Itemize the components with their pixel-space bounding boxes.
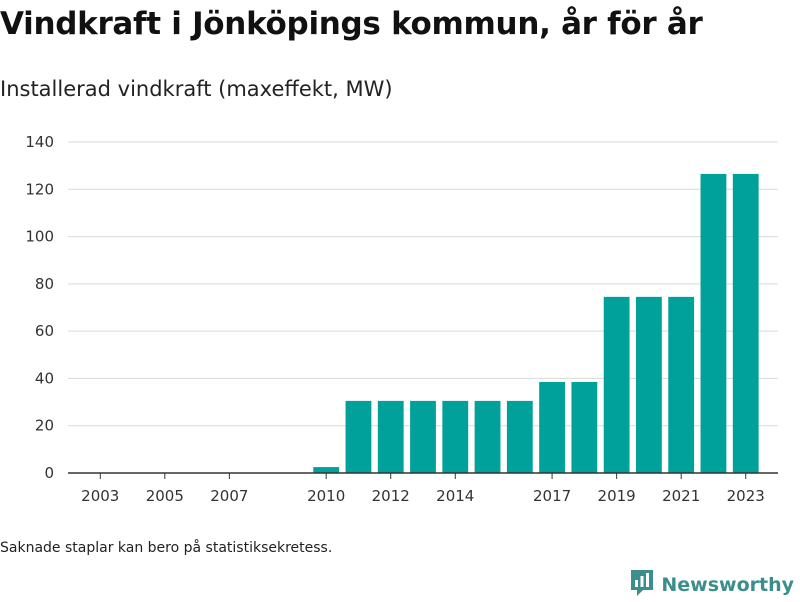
- x-tick-label: 2023: [727, 487, 765, 505]
- x-tick-label: 2012: [372, 487, 410, 505]
- bar-2018: [571, 381, 598, 473]
- y-tick-label: 40: [35, 369, 54, 387]
- bar-2012: [377, 400, 404, 473]
- y-tick-label: 100: [25, 228, 54, 246]
- y-tick-label: 120: [25, 180, 54, 198]
- bar-2022: [700, 173, 727, 474]
- bar-2021: [668, 296, 695, 473]
- x-tick-label: 2019: [598, 487, 636, 505]
- x-tick-label: 2010: [307, 487, 345, 505]
- y-tick-label: 80: [35, 275, 54, 293]
- x-tick-label: 2017: [533, 487, 571, 505]
- bar-chart: 0 20 40 60 80 100 120 140 2003 2005 2007 2010 2012 20…: [25, 133, 778, 505]
- x-tick-label: 2014: [436, 487, 474, 505]
- chart-subtitle: Installerad vindkraft (maxeffekt, MW): [0, 77, 393, 101]
- newsworthy-logo-icon: [629, 568, 655, 602]
- y-tick-label: 140: [25, 133, 54, 151]
- bar-2023: [732, 173, 759, 474]
- bar-2014: [442, 400, 469, 473]
- bar-2019: [603, 296, 630, 473]
- brand-name: Newsworthy: [661, 574, 794, 596]
- bar-2010: [313, 467, 340, 473]
- x-tick-label: 2005: [146, 487, 184, 505]
- y-tick-label: 0: [44, 464, 54, 482]
- bar-2015: [474, 400, 501, 473]
- bar-2020: [636, 296, 662, 473]
- bar-2011: [345, 400, 372, 473]
- x-tick-label: 2007: [210, 487, 248, 505]
- bar-2016: [506, 400, 533, 473]
- bar-2017: [539, 381, 565, 473]
- x-tick-label: 2021: [662, 487, 700, 505]
- footnote: Saknade staplar kan bero på statistiksek…: [0, 540, 333, 556]
- axes: 0 20 40 60 80 100 120 140 2003 2005 2007 2010 2012 20…: [25, 133, 778, 505]
- chart-title: Vindkraft i Jönköpings kommun, år för år: [0, 6, 703, 42]
- x-tick-label: 2003: [81, 487, 119, 505]
- y-tick-label: 60: [35, 322, 54, 340]
- brand[interactable]: Newsworthy: [629, 568, 794, 602]
- y-tick-label: 20: [35, 417, 54, 435]
- bars: [313, 173, 759, 474]
- bar-2013: [410, 400, 436, 473]
